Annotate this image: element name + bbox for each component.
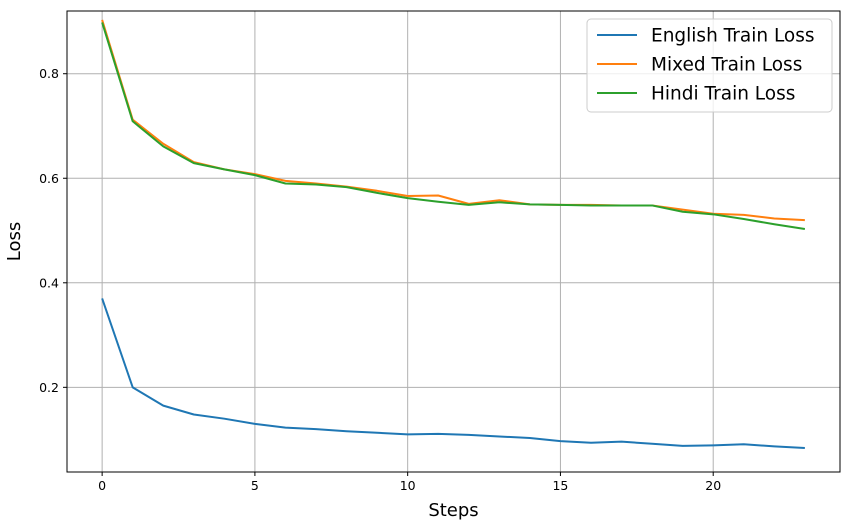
x-tick-label: 20 xyxy=(705,478,721,493)
legend-box xyxy=(586,18,833,113)
legend-label: Hindi Train Loss xyxy=(651,84,795,105)
series-line-1 xyxy=(101,298,805,449)
x-tick-label: 10 xyxy=(400,478,416,493)
series-lines xyxy=(101,19,806,449)
axis-ticks: 0 5 10 15 20 0.2 0.4 0.6 0.8 xyxy=(39,66,721,493)
y-tick-label: 0.4 xyxy=(39,275,59,290)
x-tick-label: 0 xyxy=(98,478,106,493)
x-axis-label: Steps xyxy=(428,500,478,521)
legend: English Train Loss Mixed Train Loss Hindi … xyxy=(586,18,833,113)
x-tick-label: 15 xyxy=(552,478,568,493)
y-tick-label: 0.8 xyxy=(39,66,59,81)
legend-label: Mixed Train Loss xyxy=(651,55,802,76)
x-tick-label: 5 xyxy=(251,478,259,493)
legend-label: English Train Loss xyxy=(651,26,815,47)
y-tick-label: 0.6 xyxy=(39,171,59,186)
series-line-3 xyxy=(101,22,806,230)
y-tick-label: 0.2 xyxy=(39,380,59,395)
y-axis-label: Loss xyxy=(4,222,25,261)
plot-area xyxy=(66,10,841,473)
